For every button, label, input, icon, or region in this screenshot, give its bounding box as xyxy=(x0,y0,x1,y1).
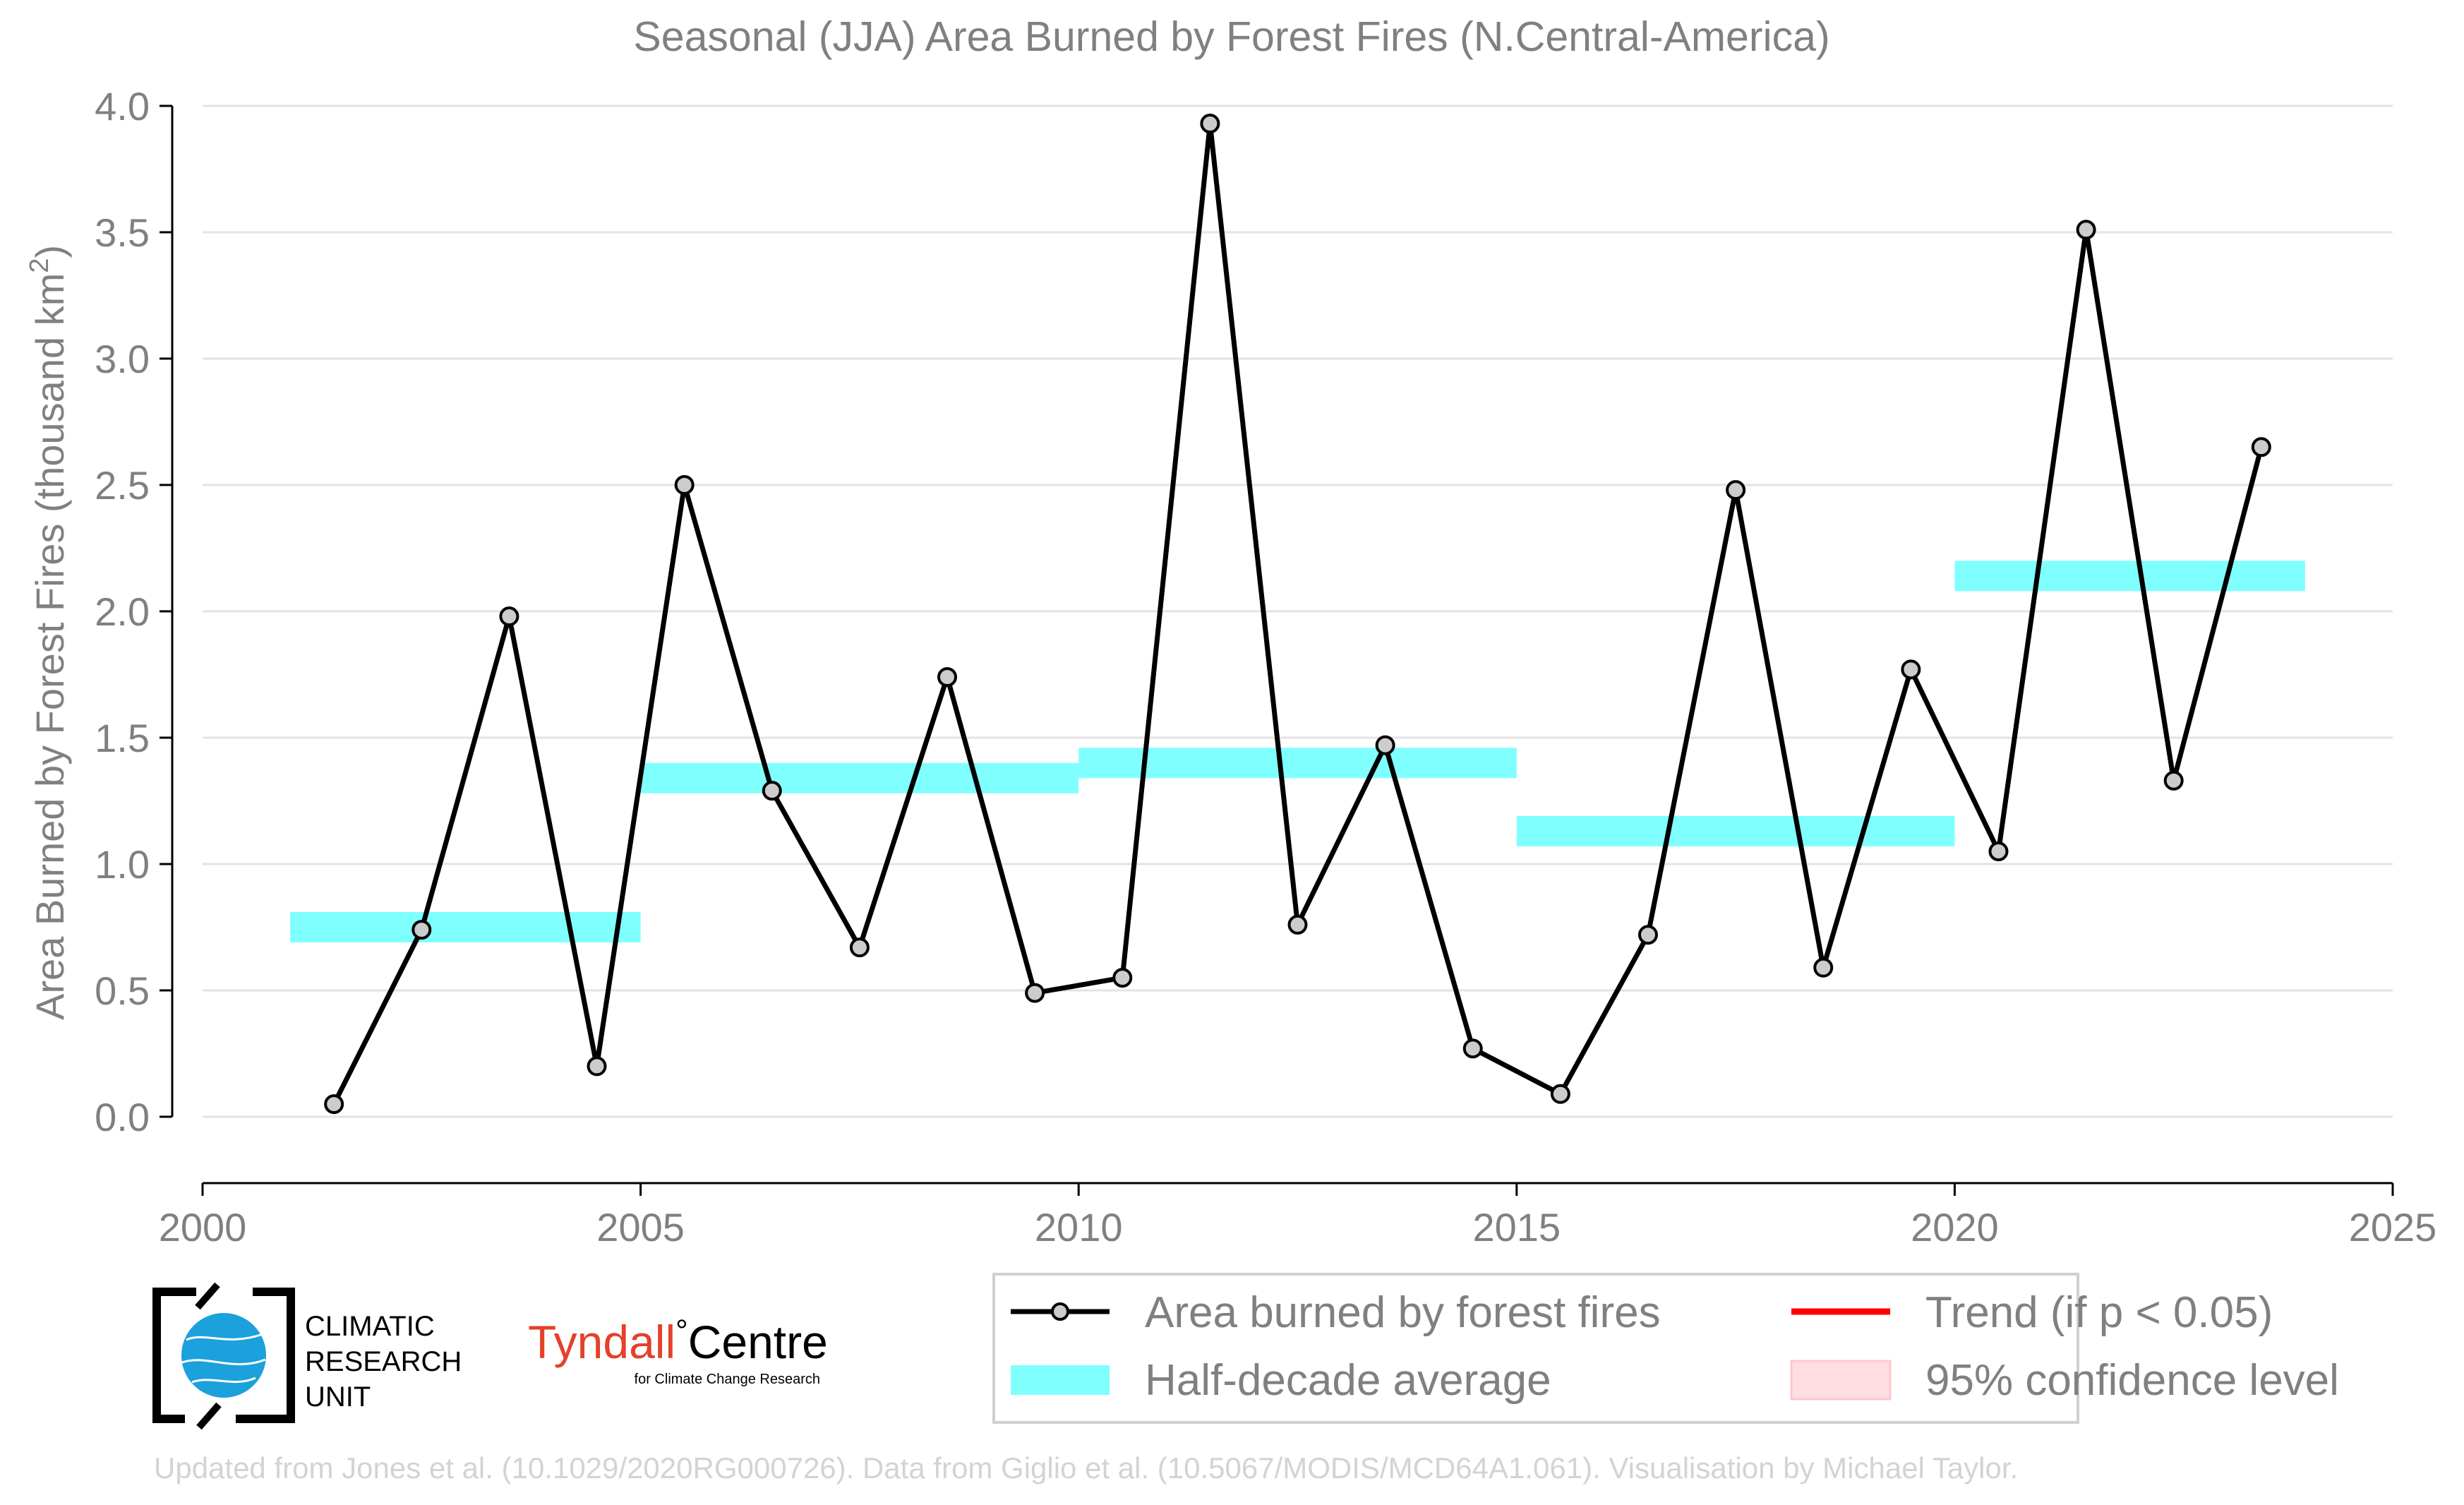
y-tick-label: 0.5 xyxy=(95,969,150,1013)
data-point xyxy=(1200,114,1220,134)
data-point xyxy=(2163,770,2184,791)
y-axis-label: Area Burned by Forest Fires (thousand km… xyxy=(25,245,72,1020)
cru-logo: CLIMATIC RESEARCH UNIT xyxy=(152,1282,462,1430)
x-tick-label: 2015 xyxy=(1473,1205,1561,1249)
globe-icon-contour-3 xyxy=(191,1377,256,1384)
data-point xyxy=(674,475,695,495)
tyndall-logo-degree: ° xyxy=(675,1314,688,1348)
legend-entry-half-decade: Half-decade average xyxy=(1011,1356,1551,1405)
legend-label-trend: Trend (if p < 0.05) xyxy=(1925,1288,2273,1337)
data-point xyxy=(1287,914,1308,935)
data-point xyxy=(499,606,519,627)
data-point xyxy=(2076,220,2096,240)
data-point xyxy=(937,667,958,688)
data-point xyxy=(1901,659,1921,680)
data-point xyxy=(1375,735,1395,755)
legend-label-half-decade: Half-decade average xyxy=(1145,1356,1551,1405)
tyndall-logo-wordmark: Tyndall°Centre xyxy=(528,1314,828,1368)
cru-logo-left-bracket xyxy=(152,1288,196,1423)
half-decade-average-bands xyxy=(290,560,2305,942)
tyndall-logo-subtitle: for Climate Change Research xyxy=(635,1372,820,1387)
legend-marker xyxy=(1051,1302,1069,1321)
y-tick-label: 2.5 xyxy=(95,463,150,508)
y-axis-label-superscript: 2 xyxy=(25,258,54,273)
x-tick-label: 2025 xyxy=(2349,1205,2437,1249)
grid-lines xyxy=(203,104,2393,1118)
x-tick-label: 2000 xyxy=(159,1205,247,1249)
globe-icon xyxy=(181,1313,266,1398)
tyndall-logo-centre: Centre xyxy=(688,1316,828,1368)
y-tick-label: 3.0 xyxy=(95,337,150,381)
data-point xyxy=(1550,1084,1570,1104)
y-tick-label: 0.0 xyxy=(95,1095,150,1139)
series-area-burned xyxy=(324,114,2271,1115)
cru-logo-right-bracket xyxy=(236,1288,295,1423)
tyndall-logo: Tyndall°Centre for Climate Change Resear… xyxy=(528,1314,828,1387)
half-decade-bar xyxy=(640,762,1079,793)
data-point xyxy=(762,781,782,801)
y-tick-label: 3.5 xyxy=(95,210,150,255)
cru-logo-line-2: RESEARCH xyxy=(305,1346,462,1377)
half-decade-bar xyxy=(1954,560,2305,592)
cru-logo-line-1: CLIMATIC xyxy=(305,1311,435,1342)
legend-frame xyxy=(992,1273,2079,1424)
legend-entry-trend: Trend (if p < 0.05) xyxy=(1791,1288,2273,1337)
half-decade-bar xyxy=(290,912,641,942)
half-decade-bar xyxy=(1078,748,1517,779)
credit-line: Updated from Jones et al. (10.1029/2020R… xyxy=(154,1451,2018,1485)
legend-label-area-burned: Area burned by forest fires xyxy=(1145,1288,1661,1337)
data-point xyxy=(1813,957,1834,978)
data-point xyxy=(324,1094,344,1115)
data-point xyxy=(2251,437,2271,457)
legend-swatch-half-decade xyxy=(1011,1365,1110,1395)
y-tick-label: 2.0 xyxy=(95,589,150,634)
y-tick-label: 1.0 xyxy=(95,842,150,887)
data-point xyxy=(1462,1038,1483,1059)
legend-swatch-confidence xyxy=(1790,1360,1892,1401)
y-axis-label-close: ) xyxy=(28,245,72,258)
globe-icon-contour-2 xyxy=(181,1358,266,1366)
y-axis-label-main: Area Burned by Forest Fires (thousand km xyxy=(28,273,72,1020)
data-point xyxy=(1988,841,2009,862)
data-point xyxy=(1112,968,1133,988)
data-point xyxy=(1025,983,1045,1003)
tyndall-logo-name: Tyndall xyxy=(528,1316,675,1368)
data-point xyxy=(411,920,432,940)
data-point xyxy=(587,1056,607,1077)
data-point xyxy=(1637,925,1658,945)
cru-logo-slash-top xyxy=(195,1282,220,1310)
legend-label-confidence: 95% confidence level xyxy=(1925,1356,2339,1405)
y-axis: 0.0 0.5 1.0 1.5 2.0 2.5 3.0 3.5 4.0 xyxy=(95,84,174,1139)
y-tick-label: 1.5 xyxy=(95,716,150,760)
y-tick-label: 4.0 xyxy=(95,84,150,128)
chart-title: Seasonal (JJA) Area Burned by Forest Fir… xyxy=(633,13,1829,60)
legend-entry-confidence: 95% confidence level xyxy=(1790,1356,2339,1405)
half-decade-bar xyxy=(1516,815,1955,846)
x-tick-label: 2005 xyxy=(596,1205,685,1249)
legend: Area burned by forest fires Trend (if p … xyxy=(992,1273,2339,1424)
x-tick-label: 2010 xyxy=(1035,1205,1123,1249)
x-tick-label: 2020 xyxy=(1911,1205,1999,1249)
globe-icon-contour-1 xyxy=(186,1333,263,1341)
x-axis: 2000 2005 2010 2015 2020 2025 xyxy=(159,1182,2437,1249)
data-point xyxy=(849,937,870,958)
cru-logo-slash-bottom xyxy=(196,1402,222,1430)
data-point xyxy=(1726,480,1746,500)
cru-logo-line-3: UNIT xyxy=(305,1381,371,1413)
legend-entry-area-burned: Area burned by forest fires xyxy=(1011,1288,1661,1337)
